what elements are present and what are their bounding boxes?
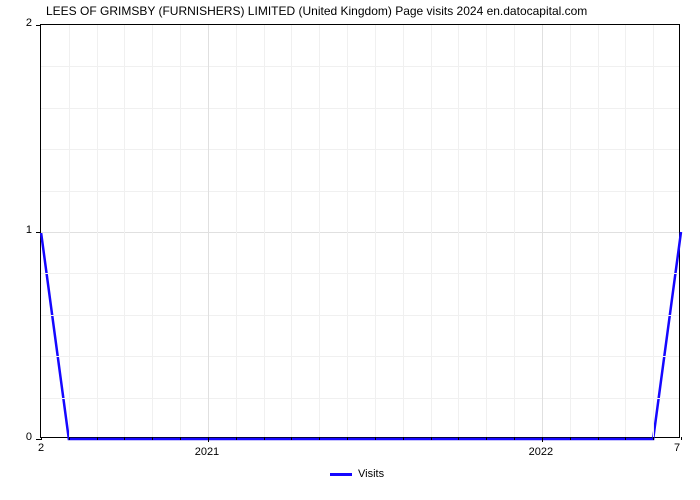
grid-v-minor bbox=[653, 25, 654, 437]
grid-v-minor bbox=[598, 25, 599, 437]
xtick-minor bbox=[570, 437, 571, 440]
xtick-minor bbox=[653, 437, 654, 440]
xtick-minor bbox=[124, 437, 125, 440]
xtick-minor bbox=[97, 437, 98, 440]
grid-v-minor bbox=[291, 25, 292, 437]
xtick-minor bbox=[69, 437, 70, 440]
xtick-minor bbox=[319, 437, 320, 440]
x-axis-label: 2021 bbox=[177, 446, 237, 458]
xtick-minor bbox=[152, 437, 153, 440]
grid-v-minor bbox=[431, 25, 432, 437]
x-corner-left-label: 2 bbox=[38, 442, 44, 454]
grid-v-minor bbox=[514, 25, 515, 437]
xtick-minor bbox=[236, 437, 237, 440]
y-axis-label: 0 bbox=[0, 431, 32, 443]
xtick-minor bbox=[180, 437, 181, 440]
grid-v-minor bbox=[403, 25, 404, 437]
grid-v-minor bbox=[236, 25, 237, 437]
grid-h-minor bbox=[41, 66, 679, 67]
xtick-minor bbox=[514, 437, 515, 440]
grid-v-minor bbox=[97, 25, 98, 437]
y-axis-label: 2 bbox=[0, 17, 32, 29]
grid-h-minor bbox=[41, 273, 679, 274]
xtick-minor bbox=[264, 437, 265, 440]
xtick-mark bbox=[542, 437, 543, 442]
grid-v-minor bbox=[625, 25, 626, 437]
plot-area bbox=[40, 24, 680, 438]
grid-v-minor bbox=[375, 25, 376, 437]
xtick-minor bbox=[681, 437, 682, 440]
grid-v-minor bbox=[152, 25, 153, 437]
chart-title: LEES OF GRIMSBY (FURNISHERS) LIMITED (Un… bbox=[46, 4, 587, 18]
xtick-minor bbox=[486, 437, 487, 440]
x-axis-label: 2022 bbox=[511, 446, 571, 458]
xtick-minor bbox=[41, 437, 42, 440]
grid-h-minor bbox=[41, 398, 679, 399]
xtick-minor bbox=[598, 437, 599, 440]
ytick-mark bbox=[36, 232, 41, 233]
legend-label: Visits bbox=[358, 468, 384, 480]
grid-v-minor bbox=[486, 25, 487, 437]
xtick-minor bbox=[431, 437, 432, 440]
grid-v-minor bbox=[69, 25, 70, 437]
legend: Visits bbox=[330, 468, 384, 480]
chart-container: LEES OF GRIMSBY (FURNISHERS) LIMITED (Un… bbox=[0, 0, 700, 500]
y-axis-label: 1 bbox=[0, 224, 32, 236]
xtick-minor bbox=[625, 437, 626, 440]
legend-swatch bbox=[330, 473, 352, 476]
grid-v-minor bbox=[180, 25, 181, 437]
grid-v-minor bbox=[458, 25, 459, 437]
grid-v-minor bbox=[347, 25, 348, 437]
grid-v-minor bbox=[124, 25, 125, 437]
grid-v-minor bbox=[264, 25, 265, 437]
grid-v-minor bbox=[570, 25, 571, 437]
grid-h-minor bbox=[41, 356, 679, 357]
grid-h-major bbox=[41, 232, 679, 233]
grid-v-major bbox=[542, 25, 543, 437]
x-corner-right-label: 7 bbox=[674, 442, 680, 454]
grid-v-minor bbox=[319, 25, 320, 437]
xtick-minor bbox=[347, 437, 348, 440]
ytick-mark bbox=[36, 25, 41, 26]
xtick-minor bbox=[291, 437, 292, 440]
xtick-mark bbox=[208, 437, 209, 442]
xtick-minor bbox=[403, 437, 404, 440]
grid-h-minor bbox=[41, 149, 679, 150]
xtick-minor bbox=[375, 437, 376, 440]
grid-h-minor bbox=[41, 108, 679, 109]
grid-v-major bbox=[208, 25, 209, 437]
grid-h-minor bbox=[41, 191, 679, 192]
xtick-minor bbox=[458, 437, 459, 440]
visits-line bbox=[41, 232, 681, 439]
grid-h-minor bbox=[41, 315, 679, 316]
